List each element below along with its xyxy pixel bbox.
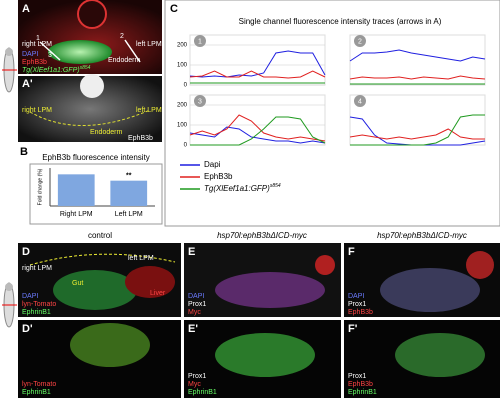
legend-label: Dapi <box>204 160 221 169</box>
column-header: hsp70l:ephB3bΔICD-myc <box>377 231 467 240</box>
y-axis-label: Fold change (%) <box>37 168 43 205</box>
channel-label: Myc <box>188 381 201 388</box>
chart-title: EphB3b fluorescence intensity <box>42 153 150 162</box>
subplot-title: 4 <box>358 98 362 105</box>
plot-frame <box>189 34 326 86</box>
legend-sup: s854 <box>270 183 281 189</box>
trace-line <box>189 126 326 144</box>
legend-text: Dapi <box>204 160 221 169</box>
panel-f: F DAPI Prox1 EphB3b F' Prox1 EphB3b Ephr… <box>344 243 500 398</box>
channel-sup: s854 <box>80 65 91 71</box>
channel-label: EphB3b <box>22 59 47 66</box>
panel-e: E DAPI Prox1 Myc E' Prox1 Myc EphrinB1 <box>184 243 341 398</box>
panel-d: D right LPM left LPM Gut Liver DAPI lyn-… <box>18 243 181 398</box>
legend-label: Tg(XlEef1a1:GFP)s854 <box>204 183 281 193</box>
region-label: right LPM <box>22 265 52 272</box>
panel-a-prime: A' right LPM left LPM Endoderm EphB3b <box>18 74 162 142</box>
panel-label: C <box>170 3 178 15</box>
panel-a: A right LPM left LPM Endoderm 1 2 3 DAPI… <box>18 0 162 74</box>
channel-label: Prox1 <box>188 373 206 380</box>
legend-text: Tg(XlEef1a1:GFP) <box>204 184 270 193</box>
region-label: Gut <box>72 280 83 287</box>
x-tick-label: Right LPM <box>60 211 93 218</box>
y-tick-label: 200 <box>177 103 188 109</box>
channel-label: Myc <box>188 309 201 316</box>
bar <box>110 180 148 206</box>
channel-label: Prox1 <box>348 301 366 308</box>
embryo-icon <box>2 47 17 328</box>
region-label: right LPM <box>22 41 52 48</box>
trace-line <box>189 114 326 142</box>
panel-label: E' <box>188 323 198 335</box>
x-tick-label: Left LPM <box>115 211 143 218</box>
trace-line <box>189 70 326 79</box>
region-label: Endoderm <box>90 129 122 136</box>
panel-label: B <box>20 146 28 158</box>
region-label: Liver <box>150 290 166 297</box>
channel-label: Prox1 <box>188 301 206 308</box>
arrow-number: 3 <box>48 52 52 59</box>
legend-label: EphB3b <box>204 172 233 181</box>
channel-label: EphB3b <box>348 309 373 316</box>
subplot-badge <box>194 95 206 107</box>
y-tick-label: 0 <box>184 83 188 89</box>
channel-label: lyn-Tomato <box>22 301 56 308</box>
subplot-badge <box>354 35 366 47</box>
legend-text: EphB3b <box>204 172 233 181</box>
channel-text: Tg(XlEef1a1:GFP) <box>22 67 80 74</box>
chart-title: Single channel fluorescence intensity tr… <box>239 17 442 26</box>
arrow-number: 2 <box>120 33 124 40</box>
channel-label: Tg(XlEef1a1:GFP)s854 <box>22 65 91 74</box>
panel-label: A <box>22 3 30 15</box>
channel-label: DAPI <box>348 293 364 300</box>
channel-label: EphrinB1 <box>22 309 51 316</box>
region-label: left LPM <box>136 107 162 114</box>
y-tick-label: 0 <box>184 143 188 149</box>
channel-label: Prox1 <box>348 373 366 380</box>
channel-label: EphB3b <box>128 135 153 142</box>
column-header: hsp70l:ephB3bΔICD-myc <box>217 231 307 240</box>
subplot-title: 3 <box>198 98 202 105</box>
trace-line <box>190 116 326 146</box>
panel-label: A' <box>22 78 33 90</box>
channel-label: DAPI <box>188 293 204 300</box>
panel-label: F <box>348 246 355 258</box>
y-tick-label: 200 <box>177 43 188 49</box>
column-header: control <box>88 231 112 240</box>
channel-label: EphrinB1 <box>188 389 217 396</box>
subplot-badge <box>194 35 206 47</box>
channel-label: lyn-Tomato <box>22 381 56 388</box>
trace-line <box>349 128 485 140</box>
subplot-title: 2 <box>358 38 362 45</box>
channel-label: EphrinB1 <box>348 389 377 396</box>
channel-label: DAPI <box>22 293 38 300</box>
panel-label: F' <box>348 323 358 335</box>
subplot-badge <box>354 95 366 107</box>
y-tick-label: 100 <box>177 123 188 129</box>
region-label: left LPM <box>128 255 154 262</box>
panel-label: E <box>188 246 195 258</box>
region-label: right LPM <box>22 107 52 114</box>
y-tick-label: 100 <box>177 63 188 69</box>
region-label: left LPM <box>136 41 162 48</box>
annotation: ** <box>126 173 132 180</box>
region-label: Endoderm <box>108 57 140 64</box>
trace-line <box>349 49 486 62</box>
subplot-title: 1 <box>198 38 202 45</box>
trace-line <box>349 75 486 80</box>
trace-line <box>350 114 485 146</box>
bar <box>57 174 95 206</box>
panel-label: D' <box>22 323 33 335</box>
channel-label: EphB3b <box>348 381 373 388</box>
channel-label: EphrinB1 <box>22 389 51 396</box>
arrow-number: 1 <box>36 35 40 42</box>
channel-label: DAPI <box>22 51 38 58</box>
panel-label: D <box>22 246 30 258</box>
